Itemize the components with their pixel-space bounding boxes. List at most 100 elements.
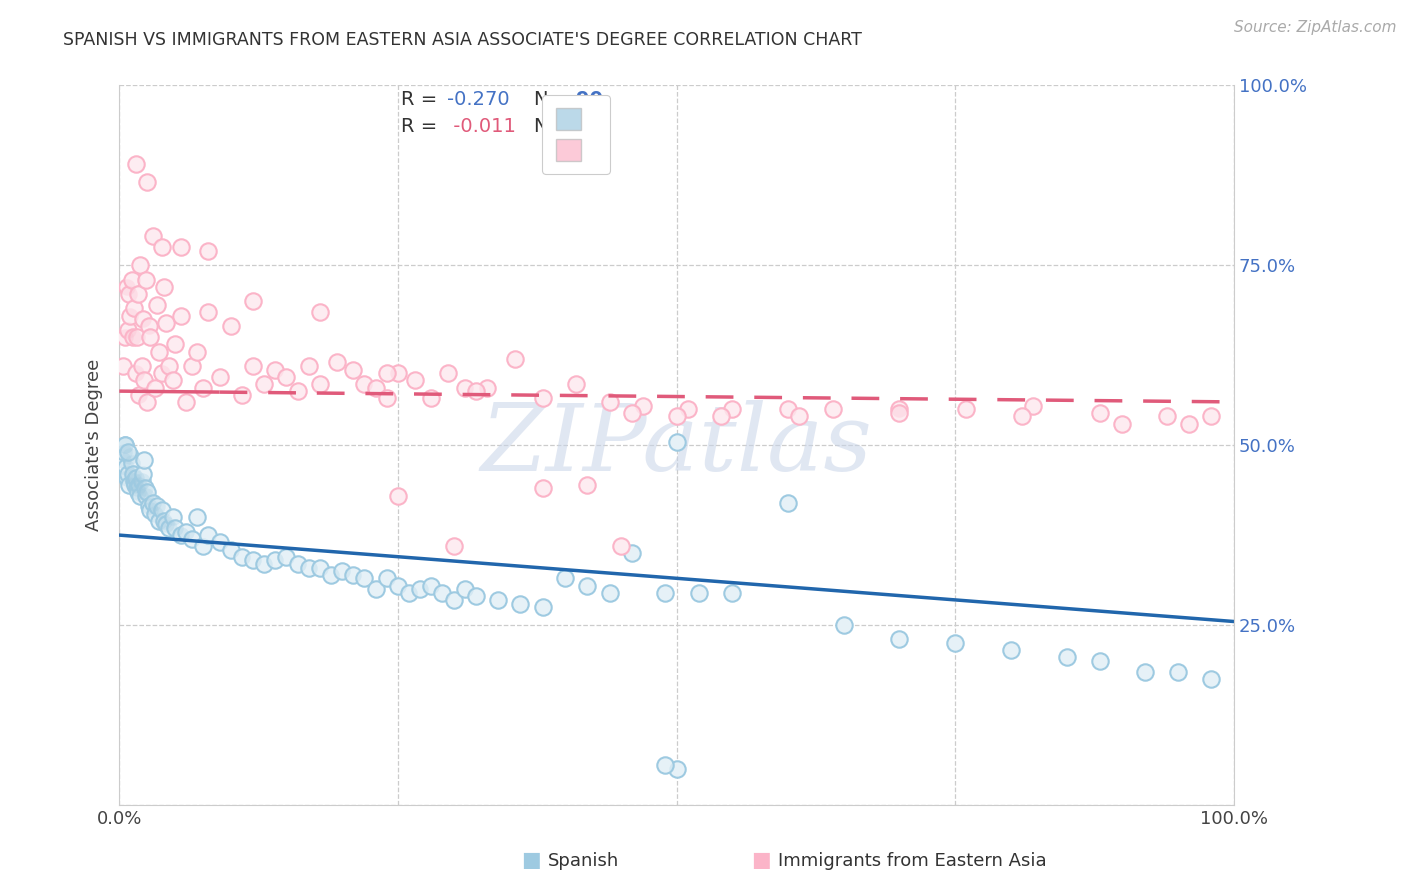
Point: [375, 392, 398, 406]
Point: [114, 438, 136, 452]
Point: [131, 359, 153, 373]
Point: [654, 585, 676, 599]
Point: [1056, 650, 1078, 665]
Point: [163, 337, 186, 351]
Point: [162, 510, 184, 524]
Point: [1167, 665, 1189, 679]
Point: [1201, 672, 1223, 686]
Point: [155, 517, 177, 532]
Point: [599, 585, 621, 599]
Point: [180, 532, 202, 546]
Point: [298, 560, 321, 574]
Text: N =: N =: [534, 117, 578, 136]
Point: [509, 597, 531, 611]
Point: [138, 319, 160, 334]
Point: [387, 489, 409, 503]
Point: [531, 481, 554, 495]
Point: [120, 449, 142, 463]
Point: [169, 528, 191, 542]
Point: [153, 279, 176, 293]
Point: [443, 539, 465, 553]
Point: [276, 549, 298, 564]
Point: [264, 553, 287, 567]
Point: [143, 507, 166, 521]
Point: [576, 578, 599, 592]
Point: [117, 445, 139, 459]
Point: [437, 366, 460, 380]
Point: [576, 477, 599, 491]
Point: [219, 319, 242, 334]
Point: [125, 157, 148, 171]
Point: [136, 484, 159, 499]
Point: [127, 481, 149, 495]
Point: [665, 434, 688, 449]
Point: [231, 388, 253, 402]
Point: [620, 546, 643, 560]
Point: [688, 585, 710, 599]
Point: [150, 240, 173, 254]
Point: [121, 330, 143, 344]
Point: [554, 571, 576, 585]
Point: [475, 380, 498, 394]
Point: [486, 593, 509, 607]
Point: [134, 481, 156, 495]
Point: [219, 542, 242, 557]
Point: [134, 481, 156, 495]
Point: [565, 376, 588, 391]
Point: [576, 578, 599, 592]
Point: [111, 452, 134, 467]
Point: [138, 500, 160, 514]
Point: [787, 409, 810, 424]
Point: [121, 330, 143, 344]
Point: [117, 467, 139, 481]
Point: [180, 359, 202, 373]
Point: [342, 567, 364, 582]
Point: [242, 294, 264, 309]
Point: [132, 373, 155, 387]
Point: [776, 496, 799, 510]
Point: [122, 474, 145, 488]
Point: [122, 301, 145, 316]
Point: [242, 359, 264, 373]
Point: [231, 388, 253, 402]
Point: [163, 521, 186, 535]
Point: [398, 585, 420, 599]
Point: [464, 589, 486, 603]
Point: [132, 373, 155, 387]
Point: [309, 305, 332, 319]
Point: [309, 376, 332, 391]
Point: [219, 542, 242, 557]
Point: [131, 467, 153, 481]
Point: [832, 618, 855, 632]
Point: [955, 402, 977, 417]
Point: [128, 477, 150, 491]
Point: [191, 380, 214, 394]
Point: [298, 560, 321, 574]
Point: [208, 535, 231, 549]
Y-axis label: Associate's Degree: Associate's Degree: [86, 359, 103, 532]
Point: [143, 380, 166, 394]
Point: [253, 557, 276, 571]
Point: [118, 477, 141, 491]
Point: [174, 395, 197, 409]
Point: [404, 373, 426, 387]
Point: [120, 309, 142, 323]
Point: [242, 359, 264, 373]
Legend: , : ,: [543, 95, 610, 174]
Point: [159, 359, 181, 373]
Point: [125, 470, 148, 484]
Point: [353, 571, 375, 585]
Point: [115, 459, 138, 474]
Point: [146, 500, 169, 514]
Point: [420, 578, 443, 592]
Point: [654, 758, 676, 772]
Point: [121, 272, 143, 286]
Point: [721, 585, 744, 599]
Point: [665, 762, 688, 776]
Point: [117, 445, 139, 459]
Point: [169, 309, 191, 323]
Point: [148, 514, 170, 528]
Text: 95: 95: [576, 117, 603, 136]
Point: [309, 560, 332, 574]
Point: [155, 517, 177, 532]
